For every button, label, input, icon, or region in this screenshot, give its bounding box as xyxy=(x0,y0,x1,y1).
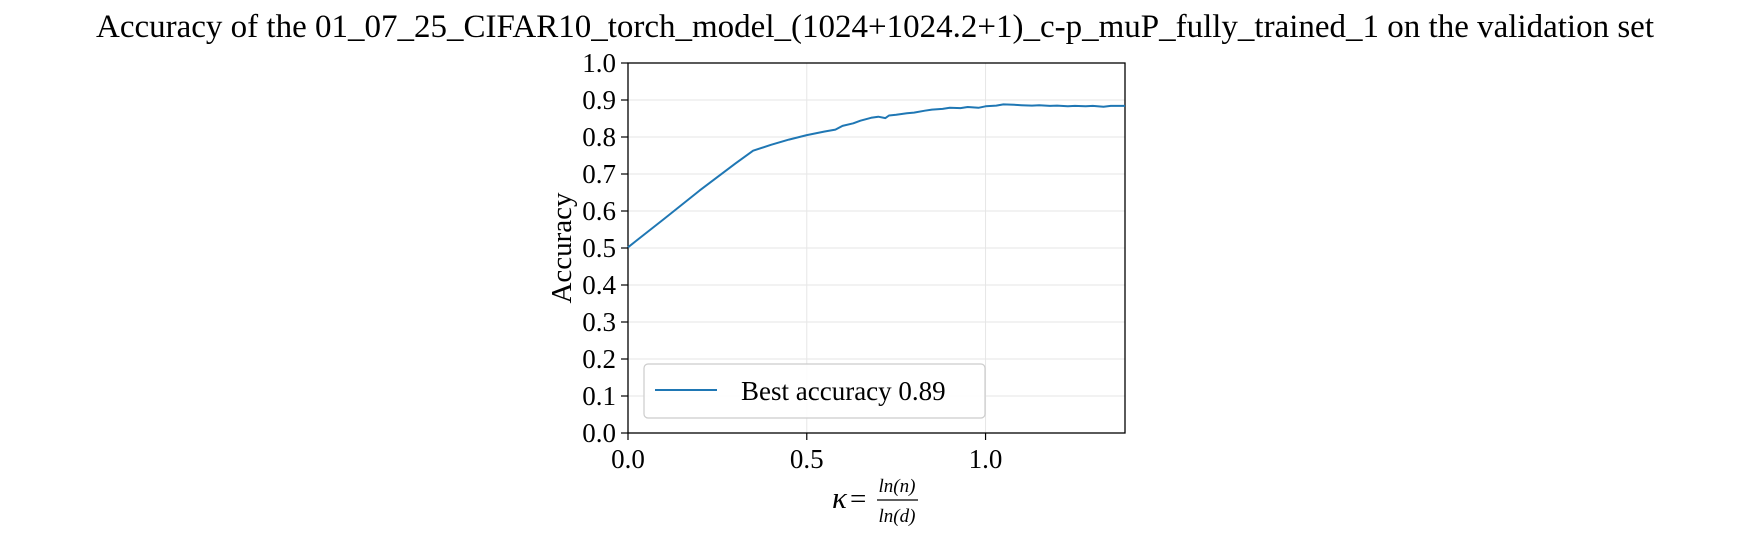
legend-label: Best accuracy 0.89 xyxy=(741,376,946,406)
y-tick-label: 0.2 xyxy=(582,344,616,374)
y-tick-label: 0.8 xyxy=(582,122,616,152)
legend-box xyxy=(643,363,986,419)
x-axis-label-numerator: ln(n) xyxy=(879,476,916,497)
y-tick-label: 0.7 xyxy=(582,159,616,189)
legend: Best accuracy 0.89 xyxy=(643,363,986,419)
axis-ticks: 0.0 0.1 0.2 0.3 0.4 0.5 0.6 0.7 0.8 0.9 1.0 0.0 0.5 1… xyxy=(582,48,1002,474)
x-axis-label-equals: = xyxy=(850,483,866,515)
y-tick-label: 1.0 xyxy=(582,48,616,78)
y-tick-label: 0.5 xyxy=(582,233,616,263)
y-tick-label: 0.4 xyxy=(582,270,616,300)
accuracy-line xyxy=(627,103,1125,249)
series-lines xyxy=(627,103,1125,249)
x-tick-label: 0.0 xyxy=(611,444,645,474)
y-tick-label: 0.9 xyxy=(582,85,616,115)
x-tick-label: 1.0 xyxy=(969,444,1003,474)
y-tick-label: 0.3 xyxy=(582,307,616,337)
chart-title: Accuracy of the 01_07_25_CIFAR10_torch_m… xyxy=(96,9,1654,45)
y-tick-label: 0.1 xyxy=(582,381,616,411)
x-tick-label: 0.5 xyxy=(790,444,824,474)
x-axis-label-symbol: κ xyxy=(832,480,848,515)
y-tick-label: 0.0 xyxy=(582,418,616,448)
x-axis-label-denominator: ln(d) xyxy=(879,506,916,527)
y-tick-label: 0.6 xyxy=(582,196,616,226)
y-axis-label: Accuracy xyxy=(546,192,578,304)
x-axis-label: κ = ln(n) ln(d) xyxy=(832,476,918,527)
